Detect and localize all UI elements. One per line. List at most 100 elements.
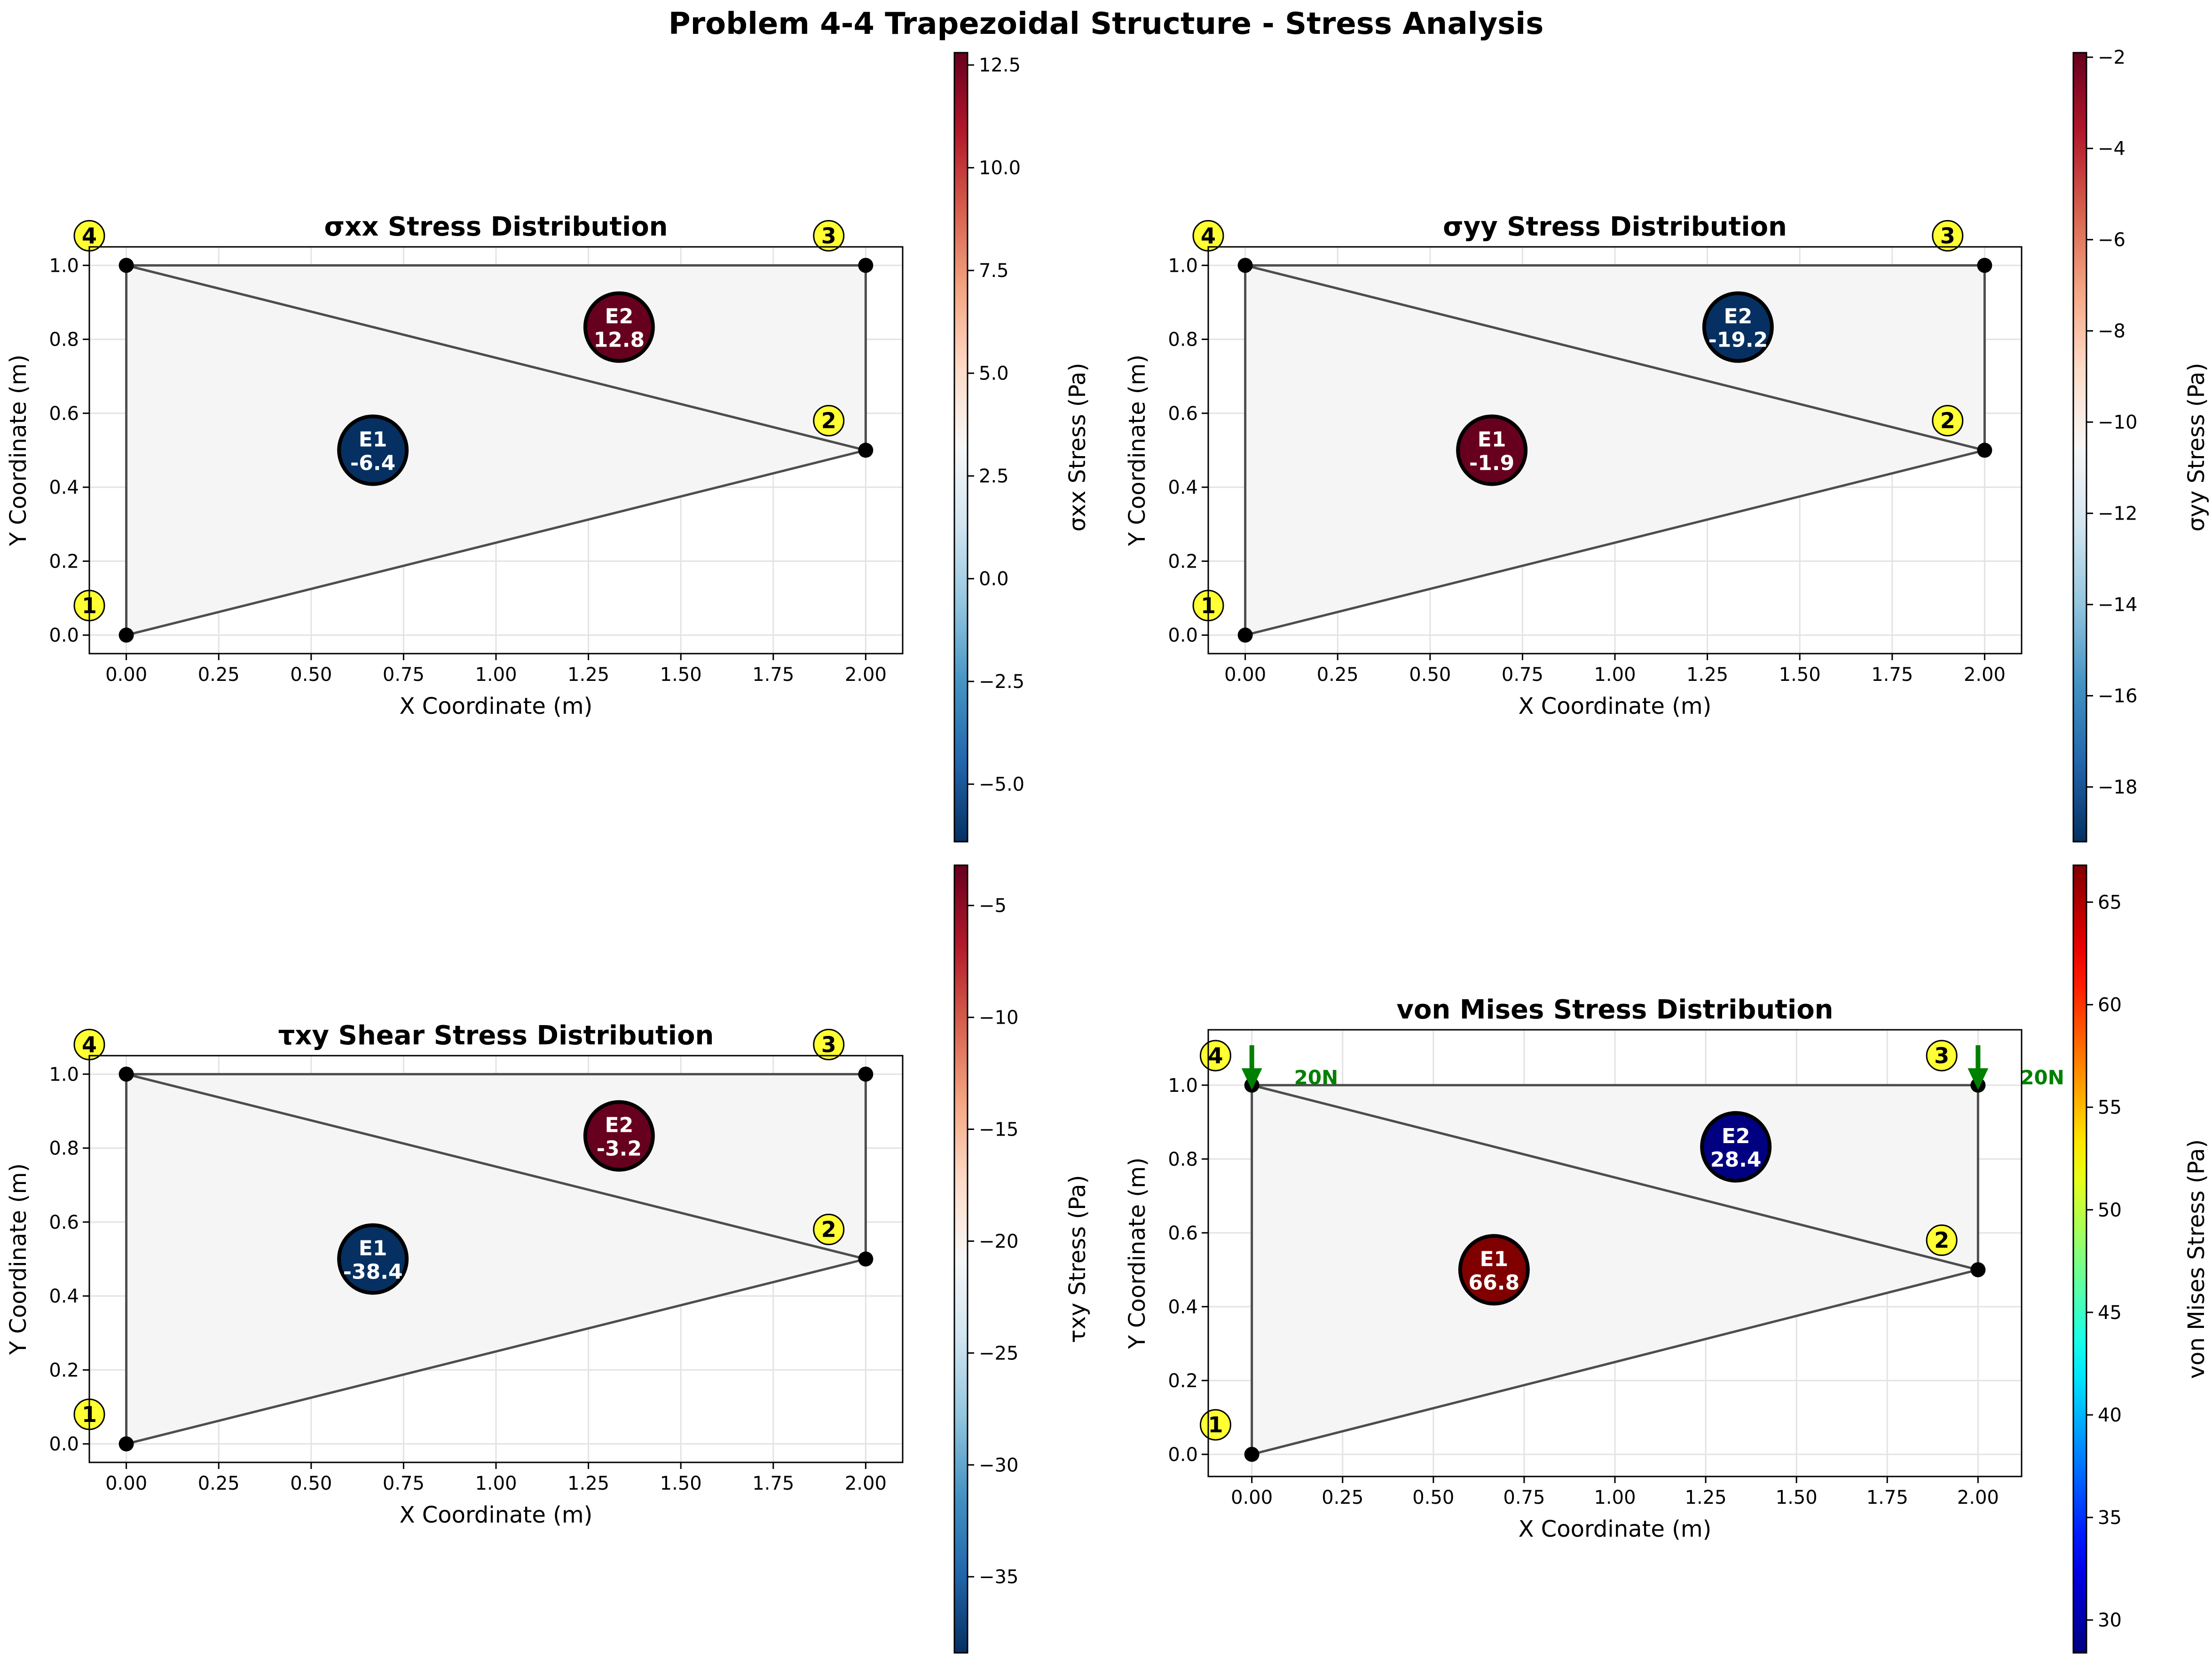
plot-title: σxx Stress Distribution [324,212,668,242]
node-2-label: 2 [1940,408,1955,434]
colorbar-tick-label: 30 [2098,1610,2122,1631]
colorbar: 12.5 10.0 7.5 5.0 2.5 0.0 −2.5 −5.0 σxx Stress (… [953,52,1091,843]
plot-panel-4: 0.00 0.25 0.50 0.75 1.00 1.25 1.50 1.75 2.00 0.0 0… [1124,864,2210,1654]
x-tick-label: 0.25 [198,664,240,686]
node-2-label: 2 [821,408,836,434]
mesh-element-e2 [1251,1084,1979,1271]
x-tick-label: 0.00 [105,664,147,686]
element-e2-value: -3.2 [597,1137,642,1161]
y-tick-label: 0.2 [49,551,79,572]
y-axis-label: Y Coordinate (m) [1124,1157,1150,1349]
x-axis-label: X Coordinate (m) [400,693,593,719]
element-e2-marker [1700,1111,1772,1183]
colorbar-tick-label: 5.0 [979,363,1009,385]
x-tick-label: 2.00 [1957,1487,1999,1508]
node-2-label-badge [813,405,845,437]
plot-title: τxy Shear Stress Distribution [278,1020,714,1051]
y-tick-label: 0.8 [49,1138,79,1160]
plot-panel-1: 0.00 0.25 0.50 0.75 1.00 1.25 1.50 1.75 2.00 0.0 0… [5,52,1091,843]
element-e1-marker [337,414,409,486]
load-label: 20N [1294,1066,1338,1089]
colorbar-tick-label: −8 [2098,321,2125,342]
node-3-label-badge [813,1028,845,1060]
colorbar-bar [953,52,968,843]
y-tick-label: 0.2 [49,1359,79,1381]
colorbar-tick-label: −25 [979,1342,1018,1364]
x-tick-label: 1.25 [567,1473,609,1494]
y-tick-label: 1.0 [1168,255,1198,276]
y-tick-label: 0.2 [1168,1370,1198,1392]
colorbar-tick-label: 65 [2098,892,2122,914]
y-tick-label: 0.0 [49,1434,79,1455]
element-e2-id: E2 [1722,1124,1750,1148]
colorbar-tick-label: 60 [2098,995,2122,1016]
x-tick-label: 1.00 [1594,664,1636,686]
colorbar-tick-label: 2.5 [979,466,1009,487]
colorbar-tick-label: −30 [979,1454,1018,1476]
colorbar-tick-label: 12.5 [979,55,1021,76]
element-e2-marker [1702,291,1774,363]
node-2-label: 2 [1934,1228,1949,1253]
node-3-marker [858,1066,874,1082]
colorbar-tick-label: −2 [2098,47,2125,69]
x-tick-label: 1.50 [660,664,702,686]
colorbar: −5 −10 −15 −20 −25 −30 −35 τxy Stress (Pa) [953,864,1091,1654]
axes-frame [1207,246,2023,655]
y-tick-label: 0.6 [49,403,79,425]
node-3-label: 3 [821,223,836,248]
y-tick-label: 1.0 [49,1064,79,1085]
element-e1-marker [337,1223,409,1295]
mesh-element-e2 [125,264,867,451]
colorbar-tick-label: 40 [2098,1405,2122,1426]
x-axis-label: X Coordinate (m) [1519,1516,1712,1542]
x-tick-label: 0.50 [1409,664,1451,686]
y-tick-label: 0.4 [49,477,79,498]
mesh-element-e2 [125,1073,867,1260]
load-arrow-head [1241,1068,1262,1090]
element-e1-value: -6.4 [350,451,395,475]
colorbar-tick-label: −2.5 [979,671,1024,693]
x-tick-label: 1.25 [1686,664,1728,686]
x-tick-label: 1.75 [1866,1487,1908,1508]
x-tick-label: 1.25 [1685,1487,1727,1508]
element-e1-marker [1456,414,1528,486]
x-tick-label: 1.75 [752,664,794,686]
x-tick-label: 1.50 [1776,1487,1818,1508]
colorbar-tick-label: −35 [979,1566,1018,1588]
x-tick-label: 0.00 [105,1473,147,1494]
y-tick-label: 0.0 [49,625,79,647]
element-e1-id: E1 [1480,1247,1508,1271]
node-3-label: 3 [821,1032,836,1057]
axes-frame [1207,1029,2023,1477]
element-e1-value: 66.8 [1469,1271,1520,1295]
load-label: 20N [2020,1066,2064,1089]
x-tick-label: 1.00 [1594,1487,1636,1508]
x-tick-label: 1.50 [660,1473,702,1494]
colorbar-tick-label: 10.0 [979,158,1021,179]
x-tick-label: 0.00 [1231,1487,1273,1508]
y-tick-label: 0.8 [49,329,79,351]
element-e1-marker [1458,1234,1530,1306]
x-tick-label: 1.00 [475,1473,517,1494]
x-tick-label: 0.50 [290,1473,332,1494]
colorbar-tick-label: −6 [2098,229,2125,251]
node-2-marker [1977,442,1992,458]
axes-frame [88,246,904,655]
node-3-label-badge [813,220,845,252]
plot-panel-3: 0.00 0.25 0.50 0.75 1.00 1.25 1.50 1.75 2.00 0.0 0… [5,864,1091,1654]
node-2-label: 2 [821,1217,836,1242]
node-2-label-badge [1932,405,1964,437]
x-tick-label: 0.25 [1317,664,1359,686]
node-3-marker [858,258,874,273]
element-e2-marker [583,291,655,363]
element-e1-id: E1 [359,428,387,452]
node-4-label: 4 [82,223,97,248]
colorbar-tick-label: 35 [2098,1507,2122,1529]
node-1-marker [118,1436,134,1452]
node-4-label: 4 [1208,1043,1223,1068]
node-4-marker [118,1066,134,1082]
y-tick-label: 0.4 [49,1286,79,1307]
x-tick-label: 0.50 [290,664,332,686]
node-4-label: 4 [1201,223,1216,248]
